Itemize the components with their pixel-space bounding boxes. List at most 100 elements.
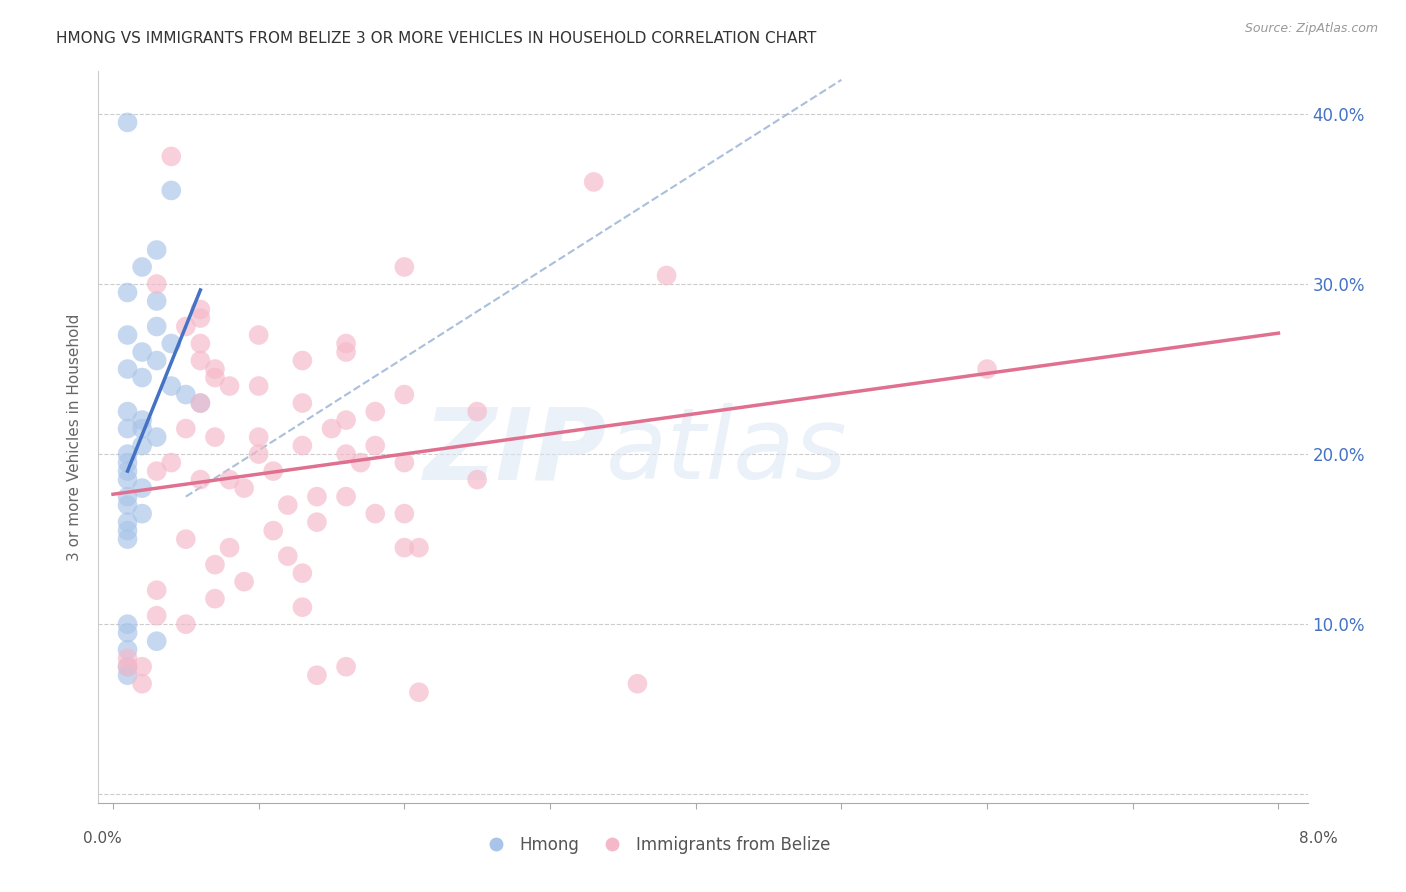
Point	[335, 659, 357, 673]
Text: 8.0%: 8.0%	[1299, 831, 1339, 846]
Point	[218, 379, 240, 393]
Point	[131, 439, 153, 453]
Point	[117, 651, 139, 665]
Point	[408, 685, 430, 699]
Point	[117, 362, 139, 376]
Point	[117, 659, 139, 673]
Point	[117, 498, 139, 512]
Point	[233, 481, 256, 495]
Point	[145, 277, 167, 291]
Point	[117, 328, 139, 343]
Point	[145, 319, 167, 334]
Point	[131, 370, 153, 384]
Point	[394, 507, 416, 521]
Point	[247, 447, 270, 461]
Point	[145, 430, 167, 444]
Point	[247, 328, 270, 343]
Point	[145, 353, 167, 368]
Point	[335, 447, 357, 461]
Point	[117, 464, 139, 478]
Point	[145, 464, 167, 478]
Point	[160, 379, 183, 393]
Point	[145, 634, 167, 648]
Point	[190, 302, 212, 317]
Point	[190, 336, 212, 351]
Point	[350, 456, 373, 470]
Point	[394, 260, 416, 274]
Point	[174, 532, 197, 546]
Point	[394, 387, 416, 401]
Point	[305, 668, 328, 682]
Point	[335, 345, 357, 359]
Point	[291, 396, 314, 410]
Point	[218, 541, 240, 555]
Text: 0.0%: 0.0%	[83, 831, 122, 846]
Point	[291, 439, 314, 453]
Point	[394, 456, 416, 470]
Point	[190, 396, 212, 410]
Point	[145, 293, 167, 308]
Point	[364, 507, 387, 521]
Point	[247, 430, 270, 444]
Point	[117, 524, 139, 538]
Point	[277, 498, 299, 512]
Y-axis label: 3 or more Vehicles in Household: 3 or more Vehicles in Household	[67, 313, 83, 561]
Point	[394, 541, 416, 555]
Point	[117, 668, 139, 682]
Point	[233, 574, 256, 589]
Point	[145, 583, 167, 598]
Point	[117, 490, 139, 504]
Point	[976, 362, 998, 376]
Point	[174, 319, 197, 334]
Point	[204, 558, 226, 572]
Point	[305, 515, 328, 529]
Text: Source: ZipAtlas.com: Source: ZipAtlas.com	[1244, 22, 1378, 36]
Point	[321, 421, 343, 435]
Point	[190, 396, 212, 410]
Point	[408, 541, 430, 555]
Point	[160, 456, 183, 470]
Point	[131, 481, 153, 495]
Point	[160, 149, 183, 163]
Point	[174, 421, 197, 435]
Point	[335, 413, 357, 427]
Point	[131, 260, 153, 274]
Point	[117, 421, 139, 435]
Point	[117, 625, 139, 640]
Point	[277, 549, 299, 563]
Point	[626, 677, 648, 691]
Point	[262, 524, 284, 538]
Point	[465, 404, 488, 418]
Point	[291, 353, 314, 368]
Legend: Hmong, Immigrants from Belize: Hmong, Immigrants from Belize	[472, 829, 837, 860]
Point	[117, 617, 139, 632]
Point	[145, 608, 167, 623]
Point	[204, 430, 226, 444]
Text: atlas: atlas	[606, 403, 848, 500]
Point	[335, 336, 357, 351]
Point	[117, 473, 139, 487]
Point	[305, 490, 328, 504]
Point	[364, 404, 387, 418]
Point	[582, 175, 605, 189]
Point	[190, 311, 212, 326]
Point	[174, 387, 197, 401]
Point	[335, 490, 357, 504]
Point	[190, 473, 212, 487]
Text: HMONG VS IMMIGRANTS FROM BELIZE 3 OR MORE VEHICLES IN HOUSEHOLD CORRELATION CHAR: HMONG VS IMMIGRANTS FROM BELIZE 3 OR MOR…	[56, 31, 817, 46]
Point	[117, 515, 139, 529]
Point	[655, 268, 678, 283]
Point	[160, 336, 183, 351]
Point	[131, 421, 153, 435]
Point	[291, 566, 314, 581]
Point	[117, 115, 139, 129]
Point	[465, 473, 488, 487]
Point	[117, 456, 139, 470]
Point	[291, 600, 314, 615]
Point	[364, 439, 387, 453]
Point	[131, 413, 153, 427]
Point	[117, 659, 139, 673]
Point	[174, 617, 197, 632]
Point	[218, 473, 240, 487]
Point	[190, 353, 212, 368]
